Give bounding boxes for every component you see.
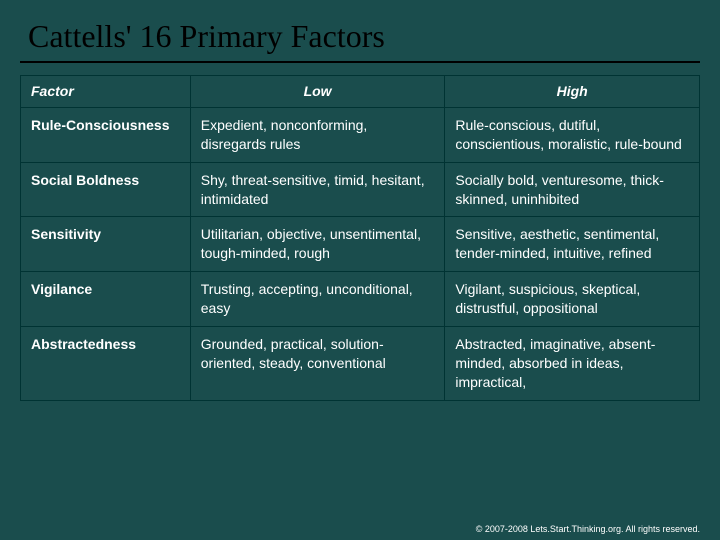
- title-underline: [20, 61, 700, 63]
- factor-name: Abstractedness: [21, 327, 191, 401]
- factor-low: Grounded, practical, solution-oriented, …: [190, 327, 445, 401]
- table-row: Vigilance Trusting, accepting, unconditi…: [21, 272, 700, 327]
- factor-low: Trusting, accepting, unconditional, easy: [190, 272, 445, 327]
- factor-low: Expedient, nonconforming, disregards rul…: [190, 107, 445, 162]
- col-header-low: Low: [190, 76, 445, 108]
- factor-high: Abstracted, imaginative, absent-minded, …: [445, 327, 700, 401]
- factor-low: Utilitarian, objective, unsentimental, t…: [190, 217, 445, 272]
- factor-high: Sensitive, aesthetic, sentimental, tende…: [445, 217, 700, 272]
- table-row: Rule-Consciousness Expedient, nonconform…: [21, 107, 700, 162]
- factor-name: Vigilance: [21, 272, 191, 327]
- table-row: Social Boldness Shy, threat-sensitive, t…: [21, 162, 700, 217]
- table-row: Sensitivity Utilitarian, objective, unse…: [21, 217, 700, 272]
- col-header-factor: Factor: [21, 76, 191, 108]
- table-header-row: Factor Low High: [21, 76, 700, 108]
- page-title: Cattells' 16 Primary Factors: [0, 0, 720, 61]
- factor-high: Rule-conscious, dutiful, conscientious, …: [445, 107, 700, 162]
- factor-high: Socially bold, venturesome, thick-skinne…: [445, 162, 700, 217]
- factor-name: Rule-Consciousness: [21, 107, 191, 162]
- col-header-high: High: [445, 76, 700, 108]
- factor-high: Vigilant, suspicious, skeptical, distrus…: [445, 272, 700, 327]
- copyright-text: © 2007-2008 Lets.Start.Thinking.org. All…: [476, 524, 700, 534]
- factor-low: Shy, threat-sensitive, timid, hesitant, …: [190, 162, 445, 217]
- table-container: Factor Low High Rule-Consciousness Exped…: [0, 75, 720, 401]
- factors-table: Factor Low High Rule-Consciousness Exped…: [20, 75, 700, 401]
- factor-name: Sensitivity: [21, 217, 191, 272]
- table-row: Abstractedness Grounded, practical, solu…: [21, 327, 700, 401]
- factor-name: Social Boldness: [21, 162, 191, 217]
